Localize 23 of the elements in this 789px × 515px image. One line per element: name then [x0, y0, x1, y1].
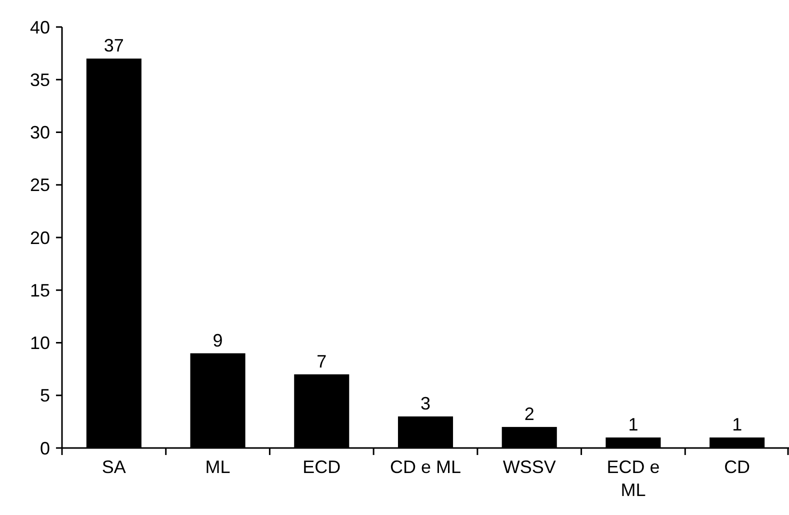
x-tick-label: CD	[724, 457, 750, 477]
x-tick-label: ECD	[302, 457, 341, 477]
y-tick-label: 25	[30, 175, 50, 196]
y-tick-label: 15	[30, 280, 50, 300]
y-tick-label: 35	[30, 70, 50, 90]
y-tick-label: 10	[30, 333, 50, 354]
y-tick-label: 20	[30, 228, 50, 248]
x-tick-label: SA	[102, 457, 126, 477]
x-tick-label: ML	[205, 457, 230, 477]
x-tick-label: WSSV	[502, 457, 556, 477]
data-label: 9	[212, 330, 223, 350]
x-tick-label: ECD e ML	[606, 457, 660, 500]
y-tick-label: 0	[40, 438, 50, 458]
data-label: 3	[420, 393, 431, 414]
x-tick-label: CD e ML	[390, 457, 462, 477]
data-label: 1	[732, 414, 742, 434]
data-label: 1	[628, 414, 638, 434]
y-tick-label: 5	[40, 386, 50, 406]
data-label: 7	[316, 351, 327, 372]
data-label: 2	[524, 404, 534, 424]
y-tick-label: 40	[30, 17, 50, 38]
y-tick-label: 30	[30, 122, 50, 143]
data-label: 37	[104, 36, 124, 56]
